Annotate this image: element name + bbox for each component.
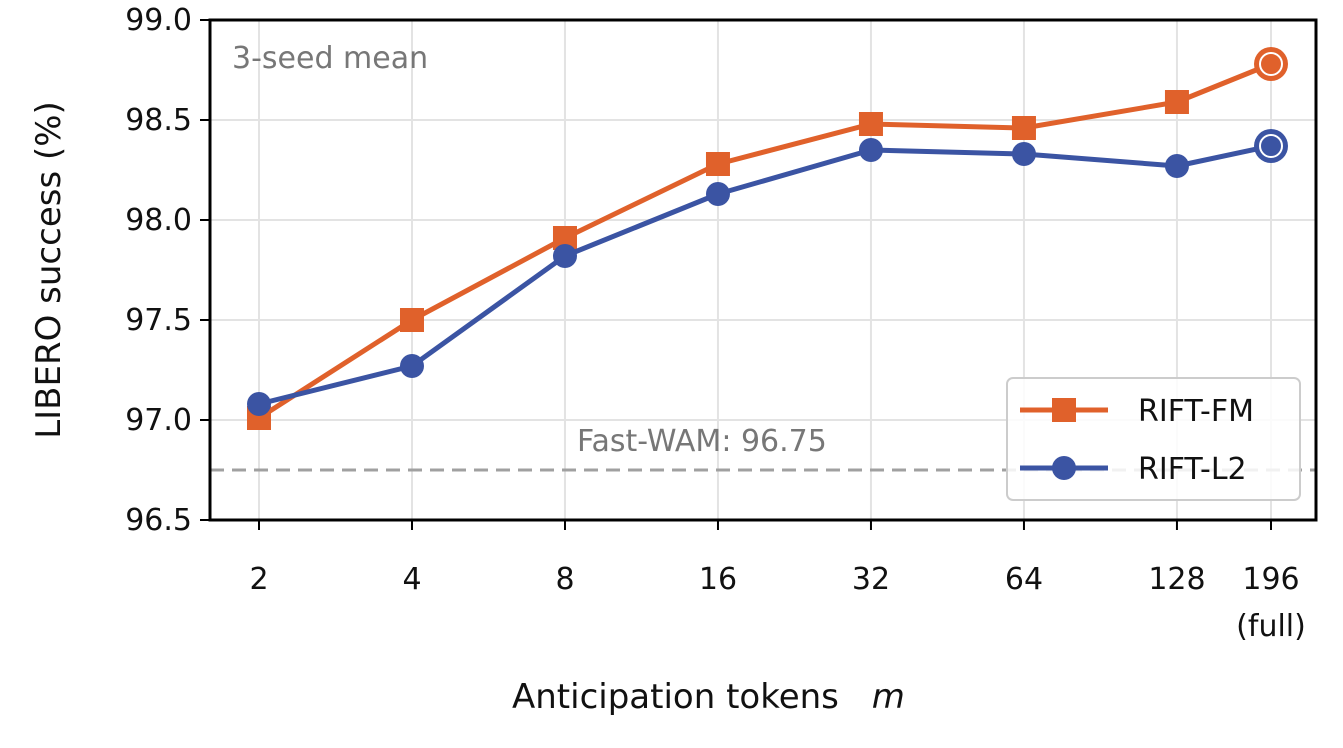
data-point-rift-l2-32 bbox=[858, 138, 883, 162]
annotation-seed-mean: 3-seed mean bbox=[232, 41, 428, 76]
x-tick-label-4: 32 bbox=[852, 562, 890, 597]
legend-label-rift-l2: RIFT-L2 bbox=[1138, 452, 1247, 487]
y-tick-label-5: 99.0 bbox=[125, 3, 192, 38]
data-point-rift-fm-32 bbox=[858, 112, 883, 136]
data-point-rift-l2-128 bbox=[1164, 154, 1189, 178]
plot-frame bbox=[208, 18, 1318, 522]
legend-label-rift-fm: RIFT-FM bbox=[1138, 394, 1254, 429]
data-point-rift-l2-196-ring bbox=[1259, 134, 1283, 158]
legend-marker-circle bbox=[1052, 456, 1076, 480]
data-point-rift-l2-8 bbox=[552, 244, 577, 268]
series-line-rift-l2 bbox=[258, 143, 1272, 407]
legend: RIFT-FM RIFT-L2 bbox=[1006, 377, 1301, 501]
data-point-rift-fm-196-ring bbox=[1259, 52, 1283, 76]
data-point-rift-fm-128 bbox=[1164, 90, 1189, 114]
legend-entry-rift-fm: RIFT-FM bbox=[1020, 394, 1254, 429]
legend-entry-rift-l2: RIFT-L2 bbox=[1020, 452, 1247, 487]
y-tick-label-3: 98.0 bbox=[125, 203, 192, 238]
legend-marker-square bbox=[1052, 398, 1076, 422]
x-axis-title: Anticipation tokens m bbox=[512, 677, 905, 717]
y-tick-label-2: 97.5 bbox=[125, 303, 192, 338]
y-axis-title: LIBERO success (%) bbox=[29, 101, 69, 439]
series-layer bbox=[247, 47, 1288, 430]
data-point-rift-l2-64 bbox=[1011, 142, 1036, 166]
x-tick-label-2: 8 bbox=[555, 562, 574, 597]
x-tick-label-5: 64 bbox=[1005, 562, 1043, 597]
x-tick-label-7: 196 bbox=[1242, 562, 1299, 597]
ticks: 96.5 97.0 97.5 98.0 98.5 99.0 2 4 8 16 32 64 128 196 (… bbox=[125, 3, 1306, 644]
data-point-rift-fm-196 bbox=[1254, 47, 1288, 81]
data-point-rift-fm-16 bbox=[705, 152, 730, 176]
data-point-rift-fm-64 bbox=[1011, 116, 1036, 140]
x-tick-label-1: 4 bbox=[402, 562, 421, 597]
baseline-label: Fast-WAM: 96.75 bbox=[577, 424, 827, 459]
x-axis-title-text: Anticipation tokens bbox=[512, 677, 839, 717]
data-point-rift-l2-4 bbox=[399, 354, 424, 378]
x-axis-title-var: m bbox=[872, 677, 905, 717]
series-line-rift-fm bbox=[257, 61, 1272, 421]
series-rift-fm bbox=[247, 47, 1288, 430]
data-point-rift-l2-16 bbox=[705, 182, 730, 206]
x-tick-sublabel-7: (full) bbox=[1236, 609, 1306, 644]
data-point-rift-l2-2 bbox=[247, 392, 271, 416]
x-tick-label-0: 2 bbox=[249, 562, 268, 597]
y-tick-label-0: 96.5 bbox=[125, 503, 192, 538]
x-tick-label-6: 128 bbox=[1148, 562, 1205, 597]
y-tick-label-1: 97.0 bbox=[125, 403, 192, 438]
x-tick-label-3: 16 bbox=[699, 562, 737, 597]
data-point-rift-l2-196 bbox=[1254, 129, 1288, 163]
data-point-rift-fm-4 bbox=[399, 308, 424, 332]
series-rift-l2 bbox=[247, 129, 1288, 416]
y-tick-label-4: 98.5 bbox=[125, 103, 192, 138]
